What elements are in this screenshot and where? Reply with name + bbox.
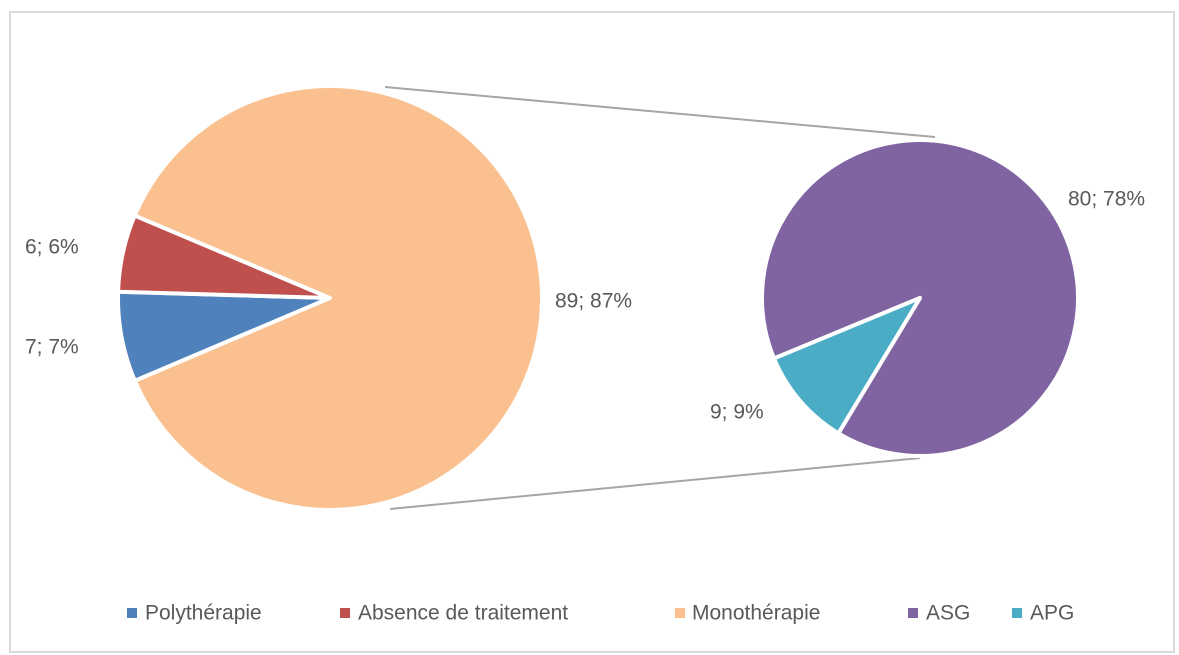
connector-line <box>384 86 936 138</box>
legend-label: APG <box>1030 602 1074 625</box>
connector-line <box>389 457 921 510</box>
legend-label: Polythérapie <box>145 602 262 625</box>
legend-swatch <box>908 608 918 618</box>
pie-slice <box>772 296 922 436</box>
data-label: 80; 78% <box>1068 188 1145 211</box>
legend-swatch <box>340 608 350 618</box>
legend-label: Monothérapie <box>692 602 820 625</box>
legend-label: ASG <box>926 602 970 625</box>
data-label: 9; 9% <box>710 401 764 424</box>
legend-swatch <box>675 608 685 618</box>
data-label: 6; 6% <box>25 236 79 259</box>
legend-label: Absence de traitement <box>358 602 568 625</box>
legend-swatch <box>127 608 137 618</box>
legend-swatch <box>1012 608 1022 618</box>
data-label: 7; 7% <box>25 336 79 359</box>
pie-slice <box>132 84 544 512</box>
data-label: 89; 87% <box>555 290 632 313</box>
